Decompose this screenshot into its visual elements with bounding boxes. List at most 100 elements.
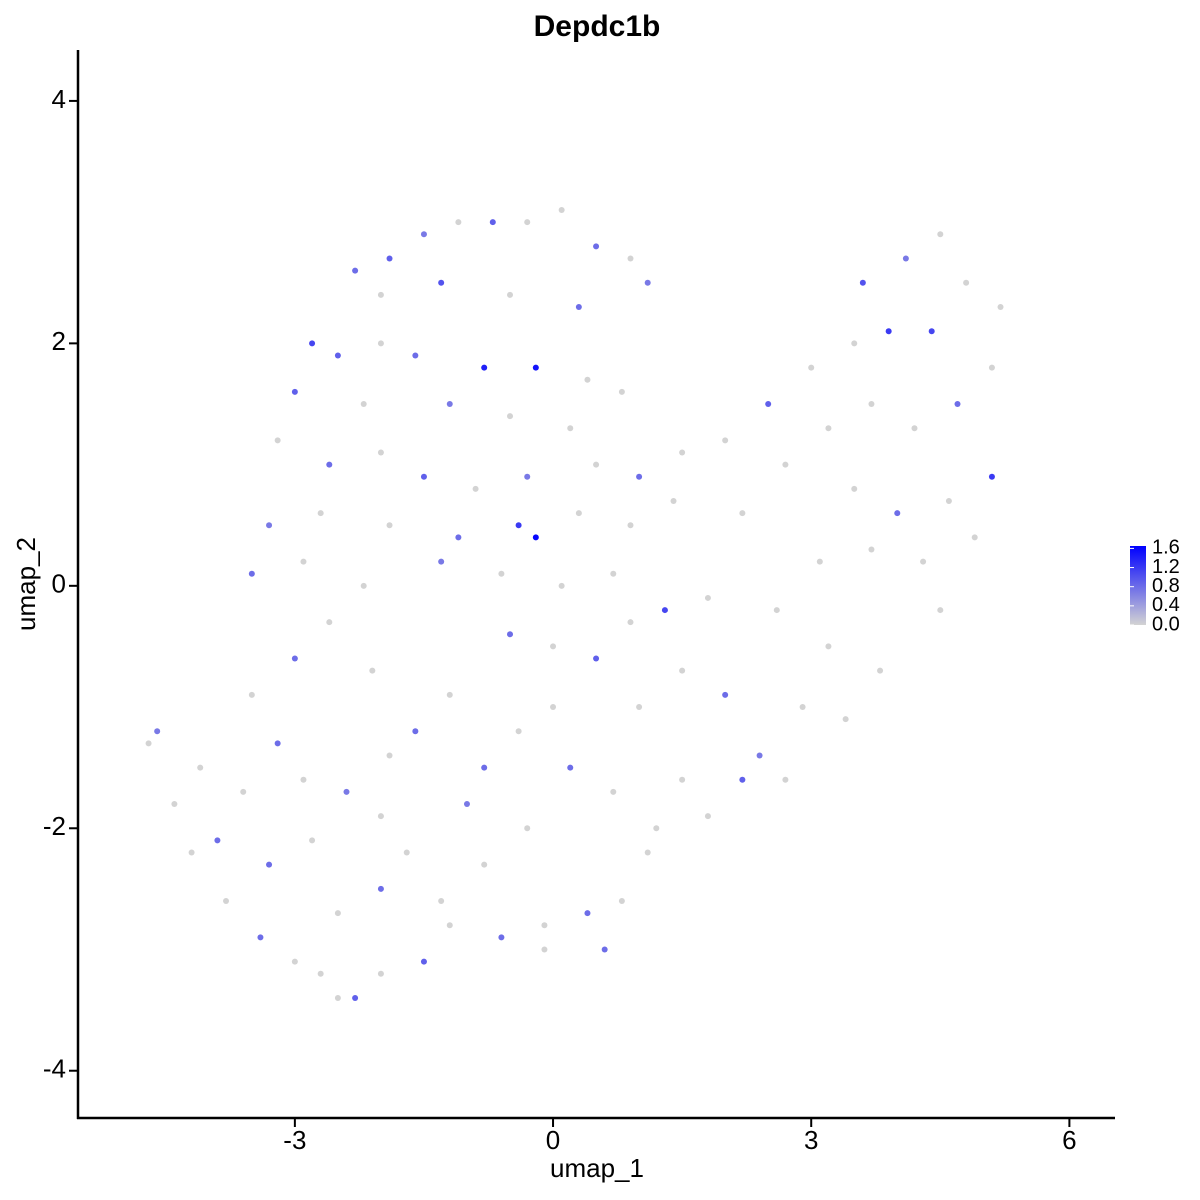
colorbar-label: 0.0: [1152, 613, 1180, 635]
point: [765, 400, 772, 407]
point: [868, 546, 875, 553]
point: [988, 364, 995, 371]
point: [722, 691, 729, 698]
y-tick-label: 2: [52, 326, 66, 356]
point: [799, 704, 806, 711]
point: [377, 340, 384, 347]
point: [489, 219, 496, 226]
point: [472, 485, 479, 492]
point: [334, 352, 341, 359]
point: [352, 267, 359, 274]
point: [558, 582, 565, 589]
point: [593, 461, 600, 468]
point: [963, 279, 970, 286]
y-tick-label: 4: [52, 84, 66, 114]
point: [997, 303, 1004, 310]
point: [343, 788, 350, 795]
point: [274, 740, 281, 747]
point: [756, 752, 763, 759]
point: [575, 510, 582, 517]
point: [661, 607, 668, 614]
point: [524, 825, 531, 832]
point: [438, 898, 445, 905]
y-tick-label: -4: [43, 1054, 66, 1084]
point: [291, 655, 298, 662]
x-axis-title: umap_1: [550, 1153, 644, 1183]
colorbar-label: 0.4: [1152, 594, 1180, 616]
point: [481, 861, 488, 868]
point: [937, 607, 944, 614]
point: [773, 607, 780, 614]
point: [214, 837, 221, 844]
point: [610, 570, 617, 577]
point: [386, 522, 393, 529]
point: [266, 861, 273, 868]
point: [412, 728, 419, 735]
point: [188, 849, 195, 856]
point: [412, 352, 419, 359]
point: [550, 704, 557, 711]
point: [171, 801, 178, 808]
point: [309, 340, 316, 347]
point: [248, 691, 255, 698]
point: [352, 994, 359, 1001]
point: [507, 413, 514, 420]
point: [704, 813, 711, 820]
point: [524, 473, 531, 480]
point: [455, 534, 462, 541]
point: [558, 207, 565, 214]
point: [644, 279, 651, 286]
point: [575, 303, 582, 310]
point: [334, 910, 341, 917]
y-tick-label: -2: [43, 811, 66, 841]
point: [386, 752, 393, 759]
point: [816, 558, 823, 565]
point: [541, 922, 548, 929]
point: [627, 522, 634, 529]
point: [446, 400, 453, 407]
point: [326, 619, 333, 626]
point: [154, 728, 161, 735]
point: [481, 764, 488, 771]
colorbar: [1130, 546, 1146, 625]
point: [636, 704, 643, 711]
point: [782, 776, 789, 783]
point: [532, 534, 539, 541]
colorbar-label: 1.2: [1152, 556, 1180, 578]
point: [515, 522, 522, 529]
x-tick-label: 3: [804, 1125, 818, 1155]
point: [988, 473, 995, 480]
point: [240, 788, 247, 795]
point: [532, 364, 539, 371]
point: [334, 994, 341, 1001]
point: [309, 837, 316, 844]
point: [885, 328, 892, 335]
point: [145, 740, 152, 747]
point: [911, 425, 918, 432]
point: [739, 510, 746, 517]
point: [541, 946, 548, 953]
point: [954, 400, 961, 407]
point: [851, 340, 858, 347]
point: [722, 437, 729, 444]
point: [567, 764, 574, 771]
point: [377, 291, 384, 298]
point: [782, 461, 789, 468]
x-tick-label: -3: [283, 1125, 306, 1155]
point: [300, 558, 307, 565]
x-tick-label: 6: [1062, 1125, 1076, 1155]
point: [644, 849, 651, 856]
point: [377, 885, 384, 892]
point: [291, 958, 298, 965]
point: [851, 485, 858, 492]
point: [300, 776, 307, 783]
point: [377, 970, 384, 977]
point: [197, 764, 204, 771]
point: [653, 825, 660, 832]
point: [636, 473, 643, 480]
chart-title: Depdc1b: [534, 10, 661, 43]
point: [377, 813, 384, 820]
point: [550, 643, 557, 650]
point: [679, 776, 686, 783]
point: [326, 461, 333, 468]
